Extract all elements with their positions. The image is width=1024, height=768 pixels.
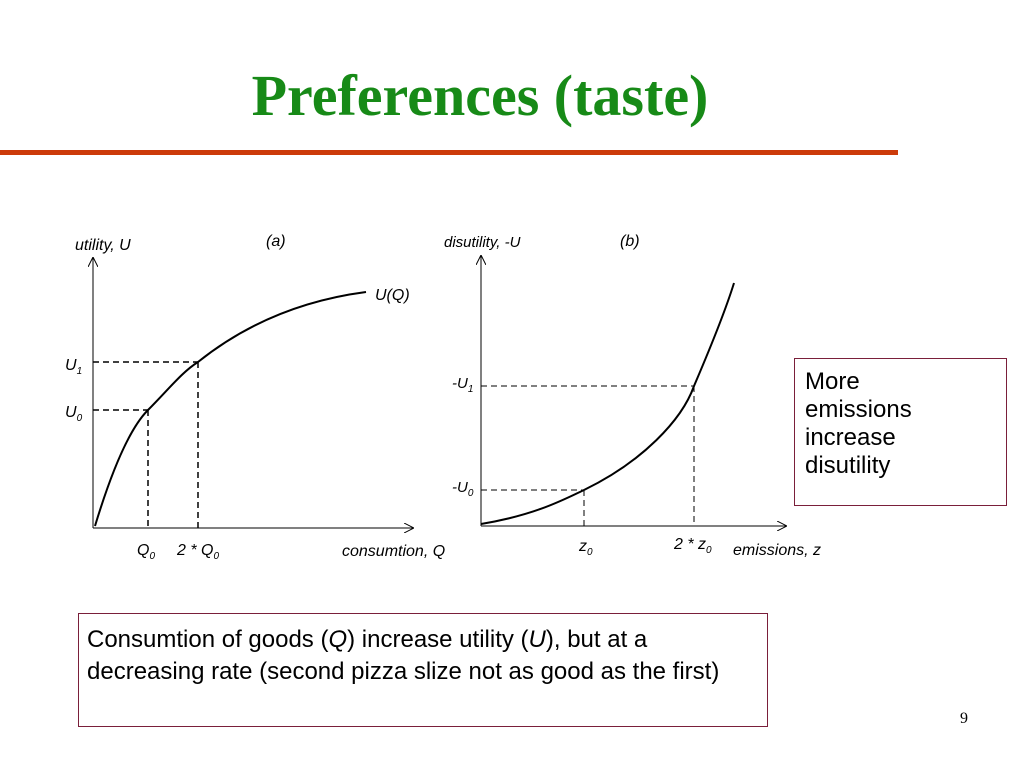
note-consumption: Consumtion of goods (Q) increase utility… — [78, 613, 768, 727]
panel-a-label: (a) — [266, 233, 286, 250]
panel-b-label: (b) — [620, 233, 640, 250]
note-line: increase — [805, 424, 896, 452]
note-u-symbol: U — [528, 626, 546, 653]
page-number: 9 — [960, 710, 968, 727]
tick-u0: U0 — [65, 404, 83, 424]
note-text-part: ) increase utility ( — [347, 626, 529, 653]
tick-q0: Q0 — [137, 542, 155, 562]
panel-b-y-axis-label: disutility, -U — [444, 234, 521, 251]
slide-title: Preferences (taste) — [251, 63, 709, 128]
tick-neg-u0: -U0 — [452, 479, 474, 499]
note-line: disutility — [805, 452, 891, 480]
disutility-curve — [480, 282, 735, 525]
utility-curve-label: U(Q) — [375, 287, 410, 304]
panel-a-y-axis-label: utility, U — [75, 237, 131, 254]
note-line: emissions — [805, 396, 912, 424]
note-q-symbol: Q — [328, 626, 348, 653]
panel-b-x-axis-label: emissions, z — [733, 542, 821, 559]
panel-b: (b) disutility, -U emissions, z -U1 -U0 … — [444, 233, 821, 559]
note-text-part: ), but at a decreasing rate (second pizz… — [87, 626, 720, 685]
panel-a-x-axis-label: consumtion, Q — [342, 543, 445, 560]
tick-u1: U1 — [65, 357, 82, 377]
note-line: More — [805, 368, 860, 395]
note-text-part: Consumtion of goods ( — [87, 626, 329, 653]
tick-neg-u1: -U1 — [452, 375, 473, 395]
panel-a: (a) utility, U U(Q) consumtion, Q U1 U0 … — [65, 233, 445, 562]
utility-curve — [94, 291, 367, 527]
note-emissions: More emissions increase disutility — [794, 358, 1007, 506]
title-rule — [0, 150, 898, 155]
tick-2z0: 2 * z0 — [673, 536, 712, 556]
tick-z0: z0 — [578, 538, 593, 558]
tick-2q0: 2 * Q0 — [176, 542, 219, 562]
